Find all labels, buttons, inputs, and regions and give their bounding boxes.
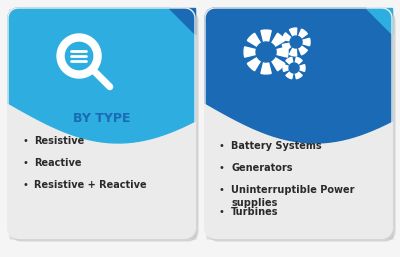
Polygon shape bbox=[282, 28, 310, 56]
FancyBboxPatch shape bbox=[206, 9, 393, 239]
Text: Uninterruptible Power
supplies: Uninterruptible Power supplies bbox=[231, 185, 354, 208]
Polygon shape bbox=[208, 11, 395, 241]
Text: Reactive: Reactive bbox=[34, 158, 82, 168]
Text: •: • bbox=[219, 207, 225, 217]
Text: •: • bbox=[219, 141, 225, 151]
Text: Generators: Generators bbox=[231, 163, 292, 173]
Text: •: • bbox=[22, 136, 28, 146]
Polygon shape bbox=[205, 8, 392, 143]
Text: •: • bbox=[22, 158, 28, 168]
FancyBboxPatch shape bbox=[10, 10, 197, 240]
Polygon shape bbox=[256, 42, 276, 62]
Text: •: • bbox=[219, 185, 225, 195]
Polygon shape bbox=[66, 42, 93, 70]
FancyBboxPatch shape bbox=[207, 10, 394, 240]
Text: Resistive: Resistive bbox=[34, 136, 84, 146]
Polygon shape bbox=[283, 57, 305, 79]
Text: Turbines: Turbines bbox=[231, 207, 278, 217]
Polygon shape bbox=[8, 8, 195, 143]
Polygon shape bbox=[244, 30, 288, 74]
Polygon shape bbox=[11, 11, 198, 241]
Polygon shape bbox=[205, 8, 392, 238]
Polygon shape bbox=[205, 8, 392, 238]
Text: •: • bbox=[22, 180, 28, 190]
Polygon shape bbox=[289, 63, 299, 73]
Polygon shape bbox=[57, 34, 101, 78]
Polygon shape bbox=[8, 8, 195, 238]
FancyBboxPatch shape bbox=[9, 9, 196, 239]
Text: Battery Systems: Battery Systems bbox=[231, 141, 322, 151]
Text: Resistive + Reactive: Resistive + Reactive bbox=[34, 180, 147, 190]
Text: •: • bbox=[219, 163, 225, 173]
Polygon shape bbox=[290, 36, 302, 48]
Polygon shape bbox=[8, 8, 195, 238]
Polygon shape bbox=[169, 8, 195, 34]
Text: BY TYPE: BY TYPE bbox=[73, 113, 130, 125]
Polygon shape bbox=[366, 8, 392, 34]
Text: BY APPLICATION: BY APPLICATION bbox=[241, 113, 356, 125]
